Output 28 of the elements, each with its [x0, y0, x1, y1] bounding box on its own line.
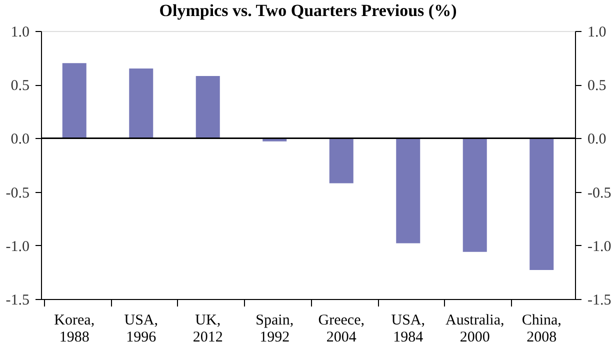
y-tick-label: -1.0	[6, 238, 30, 255]
bar	[396, 138, 420, 244]
y2-tick-label: -1.5	[588, 292, 612, 308]
bar	[462, 138, 487, 252]
x-tick-label: China, 2008	[522, 312, 562, 346]
y-tick-label: -1.5	[6, 292, 30, 308]
x-tick-label: Australia, 2000	[446, 312, 504, 346]
y2-tick-label: -0.5	[588, 185, 612, 202]
x-tick-label: USA, 1984	[391, 312, 426, 346]
x-tick-label: Greece, 2004	[318, 312, 364, 346]
bar	[62, 63, 86, 138]
chart-title: Olympics vs. Two Quarters Previous (%)	[159, 1, 457, 20]
x-tick-label: Korea, 1988	[54, 312, 95, 346]
x-tick-label: Spain, 1992	[256, 312, 294, 346]
bar	[329, 138, 354, 184]
y2-tick-label: 0.0	[588, 132, 606, 148]
x-tick-label: USA, 1996	[124, 312, 158, 346]
y-tick-label: 1.0	[10, 24, 30, 40]
y-tick-label: -0.5	[6, 185, 30, 202]
bar	[530, 138, 554, 270]
y2-tick-label: 0.5	[588, 78, 606, 94]
y-tick-label: 0.0	[10, 132, 30, 148]
bar	[196, 76, 220, 138]
y2-tick-label: -1.0	[588, 238, 612, 255]
y2-tick-label: 1.0	[588, 24, 606, 40]
x-tick-label: UK, 2012	[192, 312, 223, 346]
y-tick-label: 0.5	[10, 78, 30, 94]
bar	[129, 68, 154, 138]
